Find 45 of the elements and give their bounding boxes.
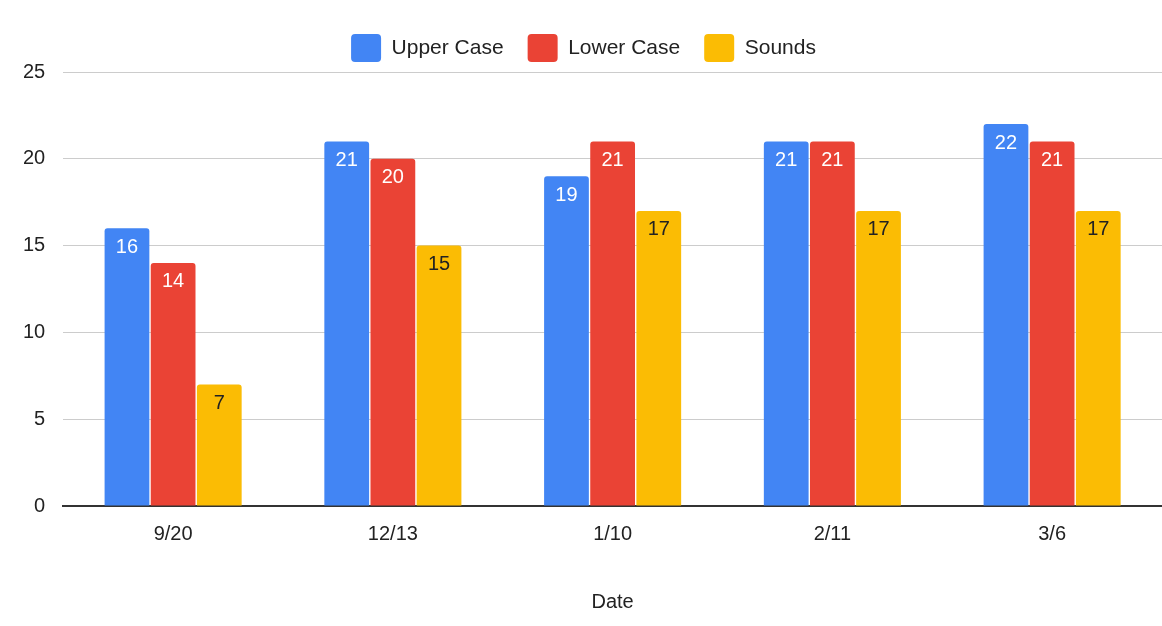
y-tick-label: 15 (23, 233, 46, 256)
data-label: 21 (601, 147, 624, 170)
bar (856, 210, 901, 506)
legend-label: Lower Case (568, 34, 681, 58)
legend-label: Upper Case (391, 34, 504, 58)
bar (1029, 141, 1075, 506)
legend-label: Sounds (744, 34, 816, 58)
bar (196, 384, 242, 506)
data-label: 21 (821, 147, 844, 170)
bar (416, 245, 462, 506)
data-label: 22 (994, 130, 1018, 153)
y-tick-label: 10 (23, 319, 46, 342)
data-label: 21 (335, 147, 358, 170)
bar (983, 124, 1029, 506)
data-label: 17 (1087, 217, 1110, 240)
x-tick-label: 9/20 (153, 521, 193, 544)
y-tick-label: 0 (34, 493, 46, 516)
bar (150, 262, 196, 506)
y-tick-label: 5 (34, 406, 46, 429)
x-tick-label: 12/13 (367, 521, 418, 544)
data-label: 20 (381, 165, 404, 188)
data-label: 7 (213, 391, 225, 413)
data-label: 15 (427, 252, 451, 275)
data-label: 17 (867, 217, 890, 240)
bar (809, 141, 855, 506)
data-label: 17 (647, 217, 670, 240)
y-tick-label: 25 (23, 59, 46, 82)
data-label: 19 (555, 182, 578, 205)
x-tick-label: 2/11 (813, 521, 852, 544)
bar (636, 210, 682, 506)
data-label: 21 (775, 147, 798, 170)
bar (590, 141, 636, 506)
bar (324, 141, 370, 506)
bar (544, 176, 589, 506)
data-label: 14 (162, 269, 185, 292)
bar (1075, 210, 1121, 506)
data-label: 21 (1041, 147, 1064, 170)
x-tick-label: 1/10 (593, 521, 633, 544)
data-label: 16 (115, 234, 139, 257)
x-tick-label: 3/6 (1038, 521, 1067, 544)
y-tick-label: 20 (23, 146, 46, 169)
x-axis-title: Date (591, 589, 634, 612)
bar (104, 228, 150, 506)
bar (370, 158, 416, 506)
bar (763, 141, 809, 506)
